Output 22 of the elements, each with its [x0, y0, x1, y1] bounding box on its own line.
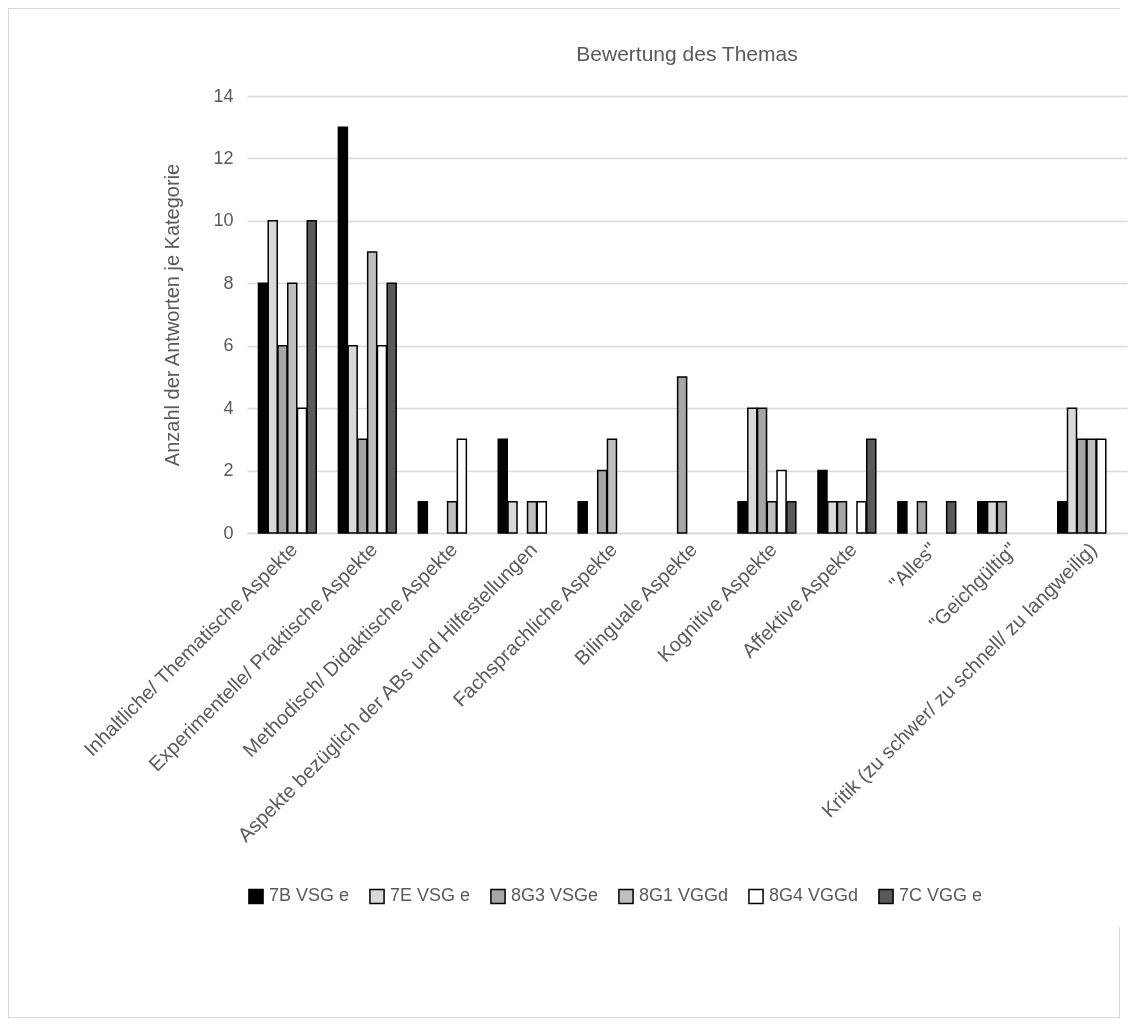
y-tick-label: 12	[213, 147, 234, 168]
legend-label: 7C VGG e	[899, 885, 983, 906]
legend-label: 7E VSG e	[390, 885, 471, 906]
legend-label: 8G1 VGGd	[639, 885, 729, 906]
y-tick-label: 0	[223, 522, 234, 543]
bar	[897, 501, 908, 534]
y-tick-label: 2	[223, 460, 234, 481]
y-tick-label: 14	[213, 85, 234, 106]
bar	[417, 501, 429, 534]
y-tick-label: 4	[223, 397, 234, 418]
legend-label: 8G3 VSGe	[511, 885, 599, 906]
y-tick-label: 6	[223, 335, 234, 356]
y-tick-label: 10	[213, 210, 234, 231]
legend-label: 8G4 VGGd	[769, 885, 859, 906]
y-tick-label: 8	[223, 272, 234, 293]
chart-title: Bewertung des Themas	[576, 42, 798, 65]
bar	[916, 501, 928, 534]
bar	[945, 501, 957, 534]
legend-label: 7B VSG e	[269, 885, 350, 906]
bar	[676, 376, 688, 534]
y-axis-title: Anzahl der Antworten je Kategorie	[161, 163, 184, 467]
bar	[577, 501, 588, 534]
